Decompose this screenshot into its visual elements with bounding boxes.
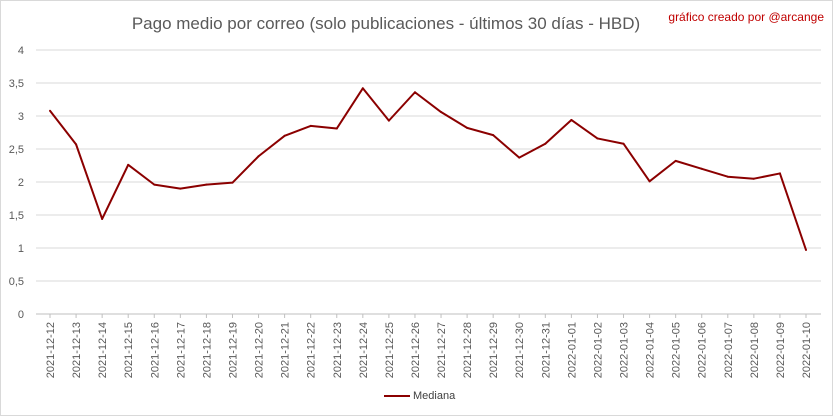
x-tick-label: 2022-01-09 [775, 322, 787, 378]
data-point [361, 87, 364, 90]
data-point [153, 183, 156, 186]
data-point [205, 183, 208, 186]
data-point [101, 217, 104, 220]
y-tick-label: 2,5 [9, 144, 24, 156]
data-point [778, 172, 781, 175]
y-tick-label: 0,5 [9, 276, 24, 288]
data-point [674, 159, 677, 162]
x-tick-label: 2021-12-29 [488, 322, 500, 378]
y-tick-label: 1 [18, 243, 24, 255]
x-tick-label: 2021-12-28 [462, 322, 474, 378]
data-point [127, 163, 130, 166]
data-point [49, 109, 51, 112]
data-point [518, 156, 521, 159]
x-tick-label: 2021-12-25 [384, 322, 396, 378]
x-tick-label: 2022-01-04 [645, 322, 657, 378]
data-point [596, 137, 599, 140]
gridlines [36, 49, 821, 315]
x-tick-label: 2021-12-17 [175, 322, 187, 378]
data-point [648, 180, 651, 183]
x-tick-label: 2021-12-30 [514, 322, 526, 378]
x-tick-label: 2021-12-20 [254, 322, 266, 378]
x-tick-label: 2021-12-18 [201, 322, 213, 378]
legend: Mediana [384, 390, 455, 402]
legend-label: Mediana [413, 390, 456, 402]
x-tick-label: 2022-01-02 [592, 322, 604, 378]
x-tick-label: 2021-12-23 [332, 322, 344, 378]
data-point [726, 175, 729, 178]
x-tick-label: 2021-12-21 [280, 322, 292, 378]
data-point [179, 187, 182, 190]
data-point [257, 155, 260, 158]
x-tick-label: 2021-12-24 [358, 322, 370, 378]
x-axis-ticks: 2021-12-12 2021-12-13 2021-12-14 2021-12-15… [45, 314, 813, 378]
data-point [335, 127, 338, 130]
chart-credit: gráfico creado por @arcange [668, 10, 824, 24]
series-layer [49, 87, 807, 251]
x-tick-label: 2021-12-31 [540, 322, 552, 378]
series-line-mediana [49, 87, 807, 251]
x-tick-label: 2022-01-07 [723, 322, 735, 378]
data-point [805, 248, 807, 251]
x-tick-label: 2021-12-19 [227, 322, 239, 378]
y-tick-label: 4 [18, 45, 24, 57]
data-point [466, 126, 469, 129]
x-tick-label: 2022-01-01 [566, 322, 578, 378]
data-point [231, 181, 234, 184]
x-tick-label: 2022-01-06 [697, 322, 709, 378]
x-tick-label: 2022-01-05 [671, 322, 683, 378]
y-tick-label: 3 [18, 111, 24, 123]
data-point [75, 143, 78, 146]
x-tick-label: 2021-12-16 [149, 322, 161, 378]
y-tick-label: 3,5 [9, 78, 24, 90]
data-point [283, 134, 286, 137]
data-point [440, 111, 443, 114]
x-tick-label: 2021-12-26 [410, 322, 422, 378]
data-point [309, 124, 312, 127]
x-tick-label: 2021-12-27 [436, 322, 448, 378]
y-tick-label: 2 [18, 177, 24, 189]
data-point [413, 91, 416, 94]
x-tick-label: 2022-01-10 [801, 322, 813, 378]
x-tick-label: 2021-12-13 [71, 322, 83, 378]
chart-title: Pago medio por correo (solo publicacione… [131, 14, 641, 33]
data-point [700, 167, 703, 170]
data-point [387, 119, 390, 122]
y-tick-label: 0 [18, 309, 24, 321]
x-tick-label: 2021-12-15 [123, 322, 135, 378]
x-tick-label: 2022-01-08 [749, 322, 761, 378]
data-point [492, 134, 495, 137]
x-tick-label: 2022-01-03 [619, 322, 631, 378]
data-point [570, 118, 573, 121]
x-tick-label: 2021-12-14 [97, 322, 109, 378]
x-tick-label: 2021-12-22 [306, 322, 318, 378]
x-tick-label: 2021-12-12 [45, 322, 57, 378]
y-axis-ticks: 0 0,5 1 1,5 2 2,5 3 3,5 4 [9, 45, 24, 321]
legend-swatch [384, 395, 410, 397]
y-tick-label: 1,5 [9, 210, 24, 222]
data-point [544, 142, 547, 145]
data-point [752, 177, 755, 180]
data-point [622, 142, 625, 145]
